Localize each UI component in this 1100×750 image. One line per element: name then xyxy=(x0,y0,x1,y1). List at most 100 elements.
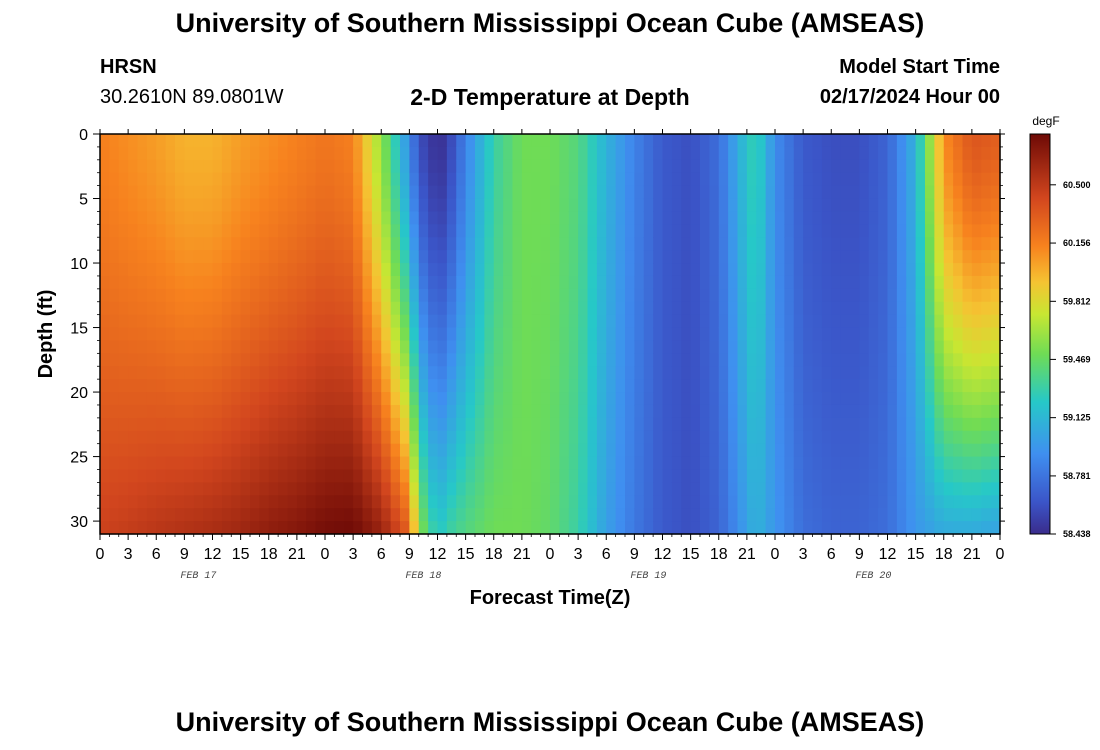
heatmap-cell xyxy=(990,327,1001,342)
heatmap-cell xyxy=(137,172,148,187)
heatmap-cell xyxy=(521,327,532,342)
heatmap-cell xyxy=(981,134,992,148)
heatmap-cell xyxy=(859,224,870,238)
heatmap-cell xyxy=(653,417,664,432)
heatmap-cell xyxy=(803,379,814,393)
heatmap-cell xyxy=(156,327,167,342)
heatmap-cell xyxy=(137,314,148,329)
heatmap-cell xyxy=(671,404,682,419)
heatmap-cell xyxy=(456,366,467,380)
heatmap-cell xyxy=(887,159,898,174)
heatmap-cell xyxy=(221,198,232,213)
heatmap-cell xyxy=(259,327,270,342)
heatmap-cell xyxy=(212,469,223,483)
heatmap-cell xyxy=(587,301,598,316)
heatmap-cell xyxy=(400,404,410,419)
heatmap-cell xyxy=(484,237,495,251)
heatmap-cell xyxy=(850,224,860,238)
date-label: FEB 19 xyxy=(630,571,666,582)
heatmap-cell xyxy=(709,521,720,535)
heatmap-cell xyxy=(446,288,457,303)
heatmap-cell xyxy=(887,172,898,187)
heatmap-cell xyxy=(521,430,532,445)
heatmap-cell xyxy=(146,521,157,535)
heatmap-cell xyxy=(362,521,373,535)
heatmap-cell xyxy=(840,392,851,406)
heatmap-cell xyxy=(896,417,907,432)
heatmap-cell xyxy=(896,172,907,187)
heatmap-cell xyxy=(671,353,682,367)
heatmap-cell xyxy=(268,353,279,367)
heatmap-cell xyxy=(334,379,345,393)
heatmap-cell xyxy=(990,301,1001,316)
heatmap-cell xyxy=(775,275,785,290)
heatmap-cell xyxy=(137,508,148,522)
heatmap-cell xyxy=(156,275,167,290)
heatmap-cell xyxy=(925,172,935,187)
heatmap-cell xyxy=(343,392,354,406)
heatmap-cell xyxy=(371,456,382,471)
heatmap-cell xyxy=(390,237,401,251)
heatmap-cell xyxy=(428,327,439,342)
heatmap-cell xyxy=(887,353,898,367)
heatmap-cell xyxy=(746,430,757,445)
heatmap-cell xyxy=(990,159,1001,174)
heatmap-cell xyxy=(615,430,626,445)
heatmap-cell xyxy=(203,159,214,174)
heatmap-cell xyxy=(793,288,804,303)
heatmap-cell xyxy=(296,146,307,161)
heatmap-cell xyxy=(306,366,317,380)
heatmap-cell xyxy=(906,263,917,277)
heatmap-cell xyxy=(100,288,110,303)
heatmap-cell xyxy=(643,508,654,522)
heatmap-cell xyxy=(390,456,401,471)
heatmap-cell xyxy=(681,172,692,187)
heatmap-cell xyxy=(259,198,270,213)
heatmap-cell xyxy=(146,185,157,200)
heatmap-cell xyxy=(259,417,270,432)
heatmap-cell xyxy=(700,275,710,290)
heatmap-cell xyxy=(840,301,851,316)
heatmap-cell xyxy=(803,250,814,264)
heatmap-cell xyxy=(625,392,635,406)
heatmap-cell xyxy=(559,404,570,419)
heatmap-cell xyxy=(653,366,664,380)
heatmap-cell xyxy=(418,404,429,419)
heatmap-cell xyxy=(437,327,448,342)
heatmap-cell xyxy=(390,198,401,213)
heatmap-cell xyxy=(906,211,917,225)
heatmap-cell xyxy=(296,508,307,522)
heatmap-cell xyxy=(746,521,757,535)
heatmap-cell xyxy=(409,237,420,251)
x-tick-label: 3 xyxy=(349,546,358,563)
heatmap-cell xyxy=(606,379,617,393)
heatmap-cell xyxy=(934,198,945,213)
heatmap-cell xyxy=(156,353,167,367)
heatmap-cell xyxy=(418,456,429,471)
heatmap-cell xyxy=(596,443,607,458)
heatmap-cell xyxy=(943,469,954,483)
heatmap-cell xyxy=(559,353,570,367)
heatmap-cell xyxy=(175,237,185,251)
heatmap-cell xyxy=(175,250,185,264)
heatmap-cell xyxy=(521,379,532,393)
heatmap-cell xyxy=(718,327,729,342)
heatmap-cell xyxy=(250,417,260,432)
heatmap-cell xyxy=(643,379,654,393)
heatmap-cell xyxy=(465,185,476,200)
heatmap-cell xyxy=(175,275,185,290)
heatmap-cell xyxy=(981,327,992,342)
heatmap-cell xyxy=(325,146,335,161)
heatmap-cell xyxy=(578,275,589,290)
heatmap-cell xyxy=(156,521,167,535)
heatmap-cell xyxy=(203,327,214,342)
heatmap-cell xyxy=(596,379,607,393)
x-tick-label: 0 xyxy=(546,546,555,563)
heatmap-cell xyxy=(437,482,448,496)
heatmap-cell xyxy=(718,495,729,509)
heatmap-cell xyxy=(878,301,889,316)
heatmap-cell xyxy=(503,508,514,522)
heatmap-cell xyxy=(625,366,635,380)
heatmap-cell xyxy=(990,211,1001,225)
heatmap-cell xyxy=(662,469,673,483)
